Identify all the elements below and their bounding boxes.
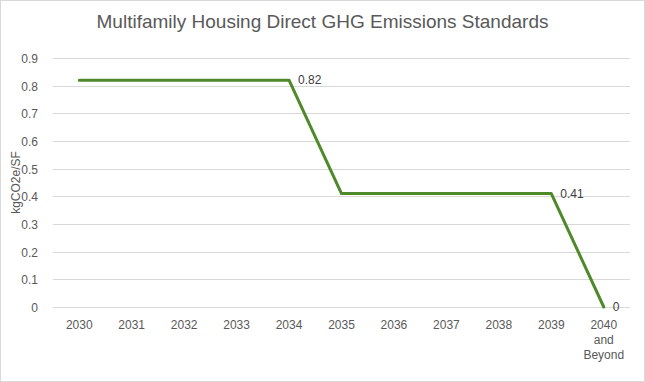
chart-container: Multifamily Housing Direct GHG Emissions… bbox=[0, 0, 645, 382]
x-tick-label: 2035 bbox=[328, 318, 355, 332]
x-tick-label: 2031 bbox=[118, 318, 145, 332]
y-tick-label: 0.2 bbox=[21, 246, 38, 260]
y-axis-label: kgCO2e/SF bbox=[9, 151, 23, 214]
data-label: 0.41 bbox=[560, 187, 584, 201]
x-tick-label: 2033 bbox=[223, 318, 250, 332]
y-tick-label: 0.7 bbox=[21, 107, 38, 121]
data-label: 0 bbox=[613, 300, 620, 314]
y-tick-label: 0.8 bbox=[21, 80, 38, 94]
y-tick-label: 0.9 bbox=[21, 52, 38, 66]
data-line bbox=[79, 80, 604, 307]
x-tick-label: 2038 bbox=[486, 318, 513, 332]
y-tick-label: 0.5 bbox=[21, 163, 38, 177]
chart-svg: Multifamily Housing Direct GHG Emissions… bbox=[0, 0, 645, 382]
y-tick-label: 0.6 bbox=[21, 135, 38, 149]
grid-line bbox=[53, 58, 630, 59]
y-tick-label: 0.1 bbox=[21, 273, 38, 287]
chart-title: Multifamily Housing Direct GHG Emissions… bbox=[97, 11, 549, 32]
grid-line bbox=[53, 279, 630, 280]
y-tick-label: 0.4 bbox=[21, 190, 38, 204]
x-tick-label: 2030 bbox=[66, 318, 93, 332]
grid-line bbox=[53, 196, 630, 197]
x-tick-label: 2032 bbox=[171, 318, 198, 332]
grid-line bbox=[53, 169, 630, 170]
x-tick-label: 2034 bbox=[276, 318, 303, 332]
x-tick-label: 2036 bbox=[381, 318, 408, 332]
grid-line bbox=[53, 252, 630, 253]
y-tick-label: 0.3 bbox=[21, 218, 38, 232]
y-tick-label: 0 bbox=[31, 301, 38, 315]
x-tick-label: 2039 bbox=[538, 318, 565, 332]
chart-border bbox=[1, 1, 645, 382]
data-label: 0.82 bbox=[298, 73, 322, 87]
grid-line bbox=[53, 307, 630, 308]
x-tick-label: 2040andBeyond bbox=[583, 318, 624, 362]
plot-area bbox=[79, 80, 604, 307]
grid-line bbox=[53, 224, 630, 225]
grid-line bbox=[53, 113, 630, 114]
grid-line bbox=[53, 141, 630, 142]
x-tick-label: 2037 bbox=[433, 318, 460, 332]
grid-line bbox=[53, 86, 630, 87]
